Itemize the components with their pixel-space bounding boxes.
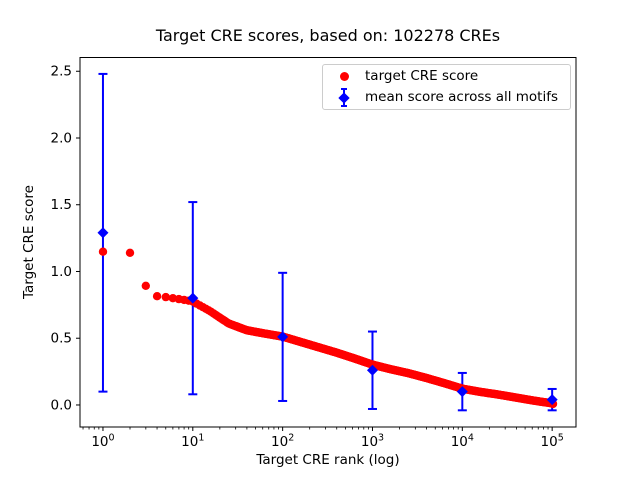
svg-text:101: 101	[181, 433, 204, 451]
blue-diamond-swatch	[338, 88, 350, 108]
legend-item-mean-score: mean score across all motifs	[323, 87, 570, 108]
svg-text:102: 102	[271, 433, 294, 451]
legend-label-target-score: target CRE score	[365, 67, 479, 84]
blue-diamond-errorbar-icon	[323, 88, 365, 108]
svg-text:2.5: 2.5	[51, 64, 72, 80]
y-axis-label: Target CRE score	[21, 185, 37, 299]
svg-text:104: 104	[451, 433, 474, 451]
svg-text:103: 103	[361, 433, 384, 451]
svg-text:105: 105	[541, 433, 564, 451]
legend-item-target-score: target CRE score	[323, 66, 570, 87]
svg-text:1.5: 1.5	[51, 197, 72, 213]
x-axis-label: Target CRE rank (log)	[256, 452, 400, 468]
red-dot-icon	[323, 71, 365, 81]
svg-text:1.0: 1.0	[51, 264, 72, 280]
red-dot-swatch	[339, 71, 349, 81]
svg-text:2.0: 2.0	[51, 130, 72, 146]
chart-title: Target CRE scores, based on: 102278 CREs	[155, 26, 501, 45]
legend: target CRE score mean score across all m…	[322, 64, 571, 110]
svg-text:0.5: 0.5	[51, 331, 72, 347]
svg-text:100: 100	[91, 433, 114, 451]
svg-text:0.0: 0.0	[51, 397, 72, 413]
legend-label-mean-score: mean score across all motifs	[365, 89, 559, 106]
